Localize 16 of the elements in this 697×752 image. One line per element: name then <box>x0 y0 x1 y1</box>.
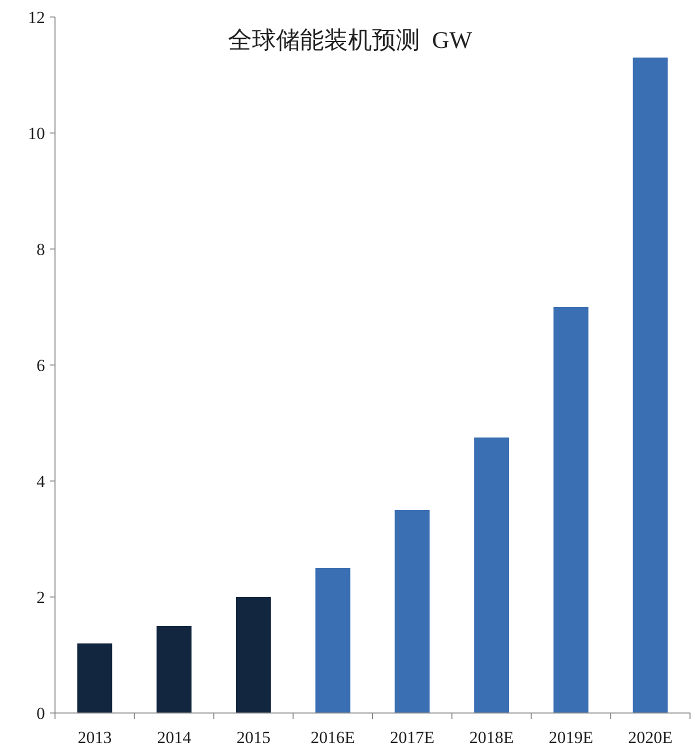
x-tick-label: 2015 <box>236 728 270 747</box>
x-tick-label: 2016E <box>310 728 356 747</box>
x-tick-label: 2020E <box>628 728 673 747</box>
x-tick-label: 2017E <box>390 728 434 747</box>
x-tick-label: 2014 <box>157 728 192 747</box>
x-tick-label: 2018E <box>469 728 514 747</box>
x-tick-label: 2019E <box>548 728 594 747</box>
chart-title: 全球储能装机预测 GW <box>228 28 472 54</box>
x-tick-label: 2013 <box>78 728 112 747</box>
y-tick-label: 0 <box>36 704 45 723</box>
y-tick-label: 12 <box>28 8 45 27</box>
y-tick-label: 6 <box>36 356 45 375</box>
y-tick-label: 2 <box>36 588 45 607</box>
y-tick-label: 8 <box>36 240 45 259</box>
y-tick-label: 4 <box>36 472 46 491</box>
y-tick-label: 10 <box>28 124 45 143</box>
